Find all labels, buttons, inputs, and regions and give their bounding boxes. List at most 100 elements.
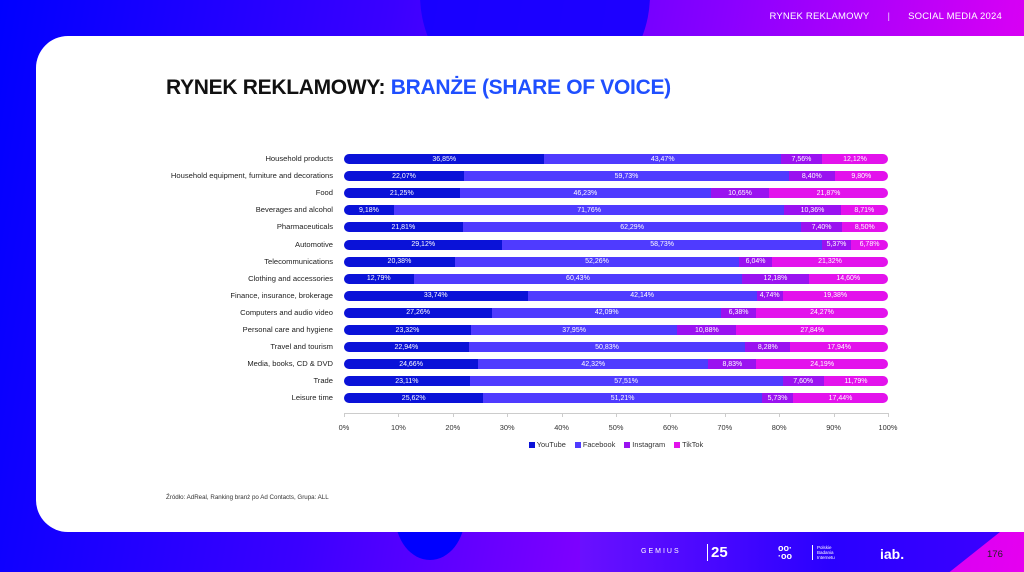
bar-segment-tiktok: 24,19% xyxy=(756,359,888,370)
bar-segment-facebook: 58,73% xyxy=(502,239,822,250)
bar-segment-facebook: 60,43% xyxy=(413,273,743,284)
legend-swatch xyxy=(674,441,681,448)
pbi-logo-text: Polskie Badania Internetu xyxy=(812,545,835,560)
bar-segment-youtube: 12,79% xyxy=(344,273,414,284)
bar-segment-youtube: 27,26% xyxy=(344,307,493,318)
bar-segment-instagram: 12,18% xyxy=(742,273,809,284)
x-tick xyxy=(507,413,509,417)
bar-segment-tiktok: 17,44% xyxy=(793,393,888,404)
bar-segment-facebook: 59,73% xyxy=(464,171,789,182)
category-label: Clothing and accessories xyxy=(248,273,333,283)
gemius-25-logo: 25 xyxy=(707,544,728,561)
bar-segment-instagram: 8,83% xyxy=(708,359,757,370)
category-label: Automotive xyxy=(295,239,333,249)
bar-segment-facebook: 46,23% xyxy=(459,188,712,199)
bar-segment-instagram: 8,40% xyxy=(788,171,835,182)
bar-segment-youtube: 29,12% xyxy=(344,239,503,250)
category-label: Food xyxy=(315,188,333,198)
breadcrumb-divider: | xyxy=(887,11,891,22)
bar-segment-youtube: 23,11% xyxy=(344,376,470,387)
x-tick-label: 0% xyxy=(338,423,350,432)
bar-segment-facebook: 42,09% xyxy=(492,307,722,318)
category-label: Trade xyxy=(313,376,333,386)
bar-segment-instagram: 5,73% xyxy=(761,393,794,404)
x-tick-label: 100% xyxy=(878,423,898,432)
bar-segment-youtube: 20,38% xyxy=(344,256,455,267)
category-label: Telecommunications xyxy=(264,256,333,266)
category-label: Finance, insurance, brokerage xyxy=(230,290,333,300)
bar-segment-tiktok: 6,78% xyxy=(851,239,888,250)
bar-segment-youtube: 22,07% xyxy=(344,171,465,182)
bar-segment-youtube: 36,85% xyxy=(344,154,545,164)
bar-segment-tiktok: 9,80% xyxy=(834,171,888,182)
category-label: Leisure time xyxy=(291,393,333,403)
legend-label: TikTok xyxy=(682,440,704,449)
bar-segment-tiktok: 21,87% xyxy=(769,188,888,199)
bar-row: 22,07% 59,73% 8,40% 9,80% xyxy=(344,171,888,182)
bar-row: 24,66% 42,32% 8,83% 24,19% xyxy=(344,359,888,370)
legend-swatch xyxy=(528,441,535,448)
bar-segment-tiktok: 8,71% xyxy=(840,205,888,216)
bar-row: 22,94% 50,83% 8,28% 17,94% xyxy=(344,342,888,353)
bar-segment-youtube: 23,32% xyxy=(344,325,471,335)
bar-segment-instagram: 7,56% xyxy=(780,154,823,164)
legend-item-facebook: Facebook xyxy=(574,440,615,449)
x-tick-label: 90% xyxy=(826,423,841,432)
bar-row: 25,62% 51,21% 5,73% 17,44% xyxy=(344,393,888,404)
bar-segment-instagram: 10,65% xyxy=(711,188,769,199)
bar-segment-youtube: 9,18% xyxy=(344,205,394,216)
bar-row: 9,18% 71,76% 10,36% 8,71% xyxy=(344,205,888,216)
bar-segment-tiktok: 21,32% xyxy=(771,256,888,267)
x-tick-label: 70% xyxy=(717,423,733,432)
page-title: RYNEK REKLAMOWY: BRANŻE (SHARE OF VOICE) xyxy=(166,76,671,100)
bar-segment-instagram: 7,60% xyxy=(782,376,824,387)
bar-segment-instagram: 4,74% xyxy=(756,290,783,301)
bar-segment-facebook: 43,47% xyxy=(544,154,781,164)
bar-row: 27,26% 42,09% 6,38% 24,27% xyxy=(344,307,888,318)
x-tick xyxy=(779,413,781,417)
bar-segment-facebook: 42,14% xyxy=(527,290,757,301)
breadcrumb-report: SOCIAL MEDIA 2024 xyxy=(908,11,1002,22)
legend-label: Instagram xyxy=(632,440,666,449)
bar-segment-tiktok: 17,94% xyxy=(790,342,888,353)
x-tick xyxy=(724,413,726,417)
bar-segment-facebook: 42,32% xyxy=(478,359,709,370)
x-tick-label: 30% xyxy=(499,423,515,432)
category-label: Travel and tourism xyxy=(270,342,333,352)
category-label: Beverages and alcohol xyxy=(255,205,333,215)
bar-segment-instagram: 5,37% xyxy=(821,239,852,250)
x-tick-label: 10% xyxy=(390,423,406,432)
x-tick-label: 20% xyxy=(445,423,461,432)
bar-segment-facebook: 50,83% xyxy=(468,342,746,353)
bar-segment-tiktok: 12,12% xyxy=(822,154,888,164)
bar-row: 12,79% 60,43% 12,18% 14,60% xyxy=(344,273,888,284)
bar-row: 20,38% 52,26% 6,04% 21,32% xyxy=(344,256,888,267)
bar-segment-youtube: 24,66% xyxy=(344,359,479,370)
x-tick xyxy=(616,413,617,417)
source-note: Źródło: AdReal, Ranking branż po Ad Cont… xyxy=(166,494,329,501)
bar-segment-tiktok: 14,60% xyxy=(808,273,888,284)
x-tick xyxy=(398,413,400,417)
content-card xyxy=(36,36,1024,532)
bar-segment-facebook: 57,51% xyxy=(469,376,783,387)
bar-segment-youtube: 22,94% xyxy=(344,342,469,353)
bar-segment-tiktok: 19,38% xyxy=(782,290,888,301)
legend-item-instagram: Instagram xyxy=(624,440,665,449)
x-tick xyxy=(670,413,672,417)
legend-swatch xyxy=(574,441,581,448)
category-label: Pharmaceuticals xyxy=(276,222,333,232)
bar-segment-instagram: 8,28% xyxy=(745,342,791,353)
page-number: 176 xyxy=(987,549,1003,560)
bar-row: 21,81% 62,29% 7,40% 8,50% xyxy=(344,222,888,233)
chart-legend: YouTube Facebook Instagram TikTok xyxy=(0,440,1024,449)
bar-segment-tiktok: 27,84% xyxy=(736,325,888,335)
bar-segment-instagram: 6,38% xyxy=(721,307,756,318)
x-tick xyxy=(344,413,345,417)
bar-row: 36,85% 43,47% 7,56% 12,12% xyxy=(344,154,888,164)
legend-swatch xyxy=(624,441,631,448)
legend-item-youtube: YouTube xyxy=(528,440,566,449)
bar-segment-instagram: 6,04% xyxy=(739,256,772,267)
top-breadcrumb: RYNEK REKLAMOWY | SOCIAL MEDIA 2024 xyxy=(769,11,1002,22)
bar-segment-facebook: 52,26% xyxy=(454,256,740,267)
legend-label: YouTube xyxy=(536,440,566,449)
